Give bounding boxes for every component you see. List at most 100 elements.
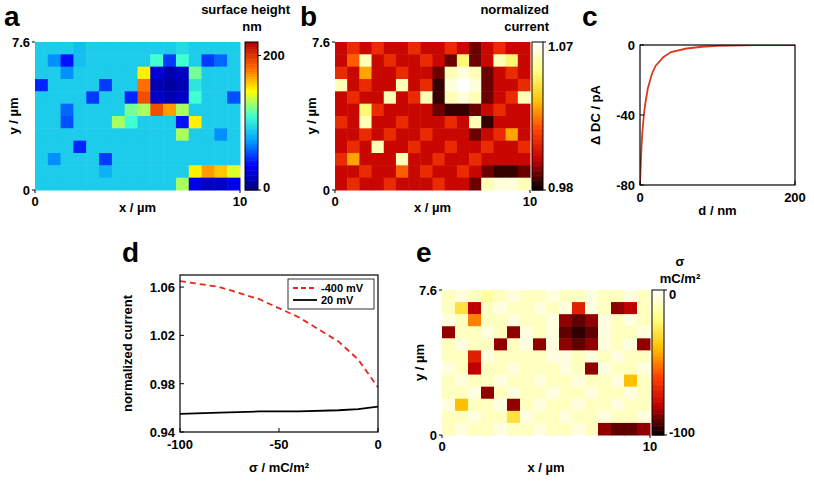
heatmap-cell [455,363,469,376]
heatmap-cell [112,116,125,129]
heatmap-cell [455,350,469,363]
heatmap-cell [99,67,112,80]
heatmap-cell [61,128,74,141]
heatmap-cell [176,153,189,166]
heatmap-cell [112,165,125,178]
heatmap-cell [506,42,519,55]
legend-swatch [293,287,317,289]
y-tick [180,383,184,384]
heatmap-cell [481,423,495,436]
heatmap-cell [335,67,348,80]
heatmap-cell [493,67,506,80]
heatmap-cell [48,54,61,67]
heatmap-cell [585,399,599,412]
x-tick [378,428,379,432]
heatmap-cell [73,42,86,55]
heatmap-cell [585,302,599,315]
heatmap-cell [433,54,446,67]
heatmap-cell [455,338,469,351]
heatmap-cell [347,42,360,55]
heatmap-cell [202,141,215,154]
colorbar-title: surface height [201,2,291,17]
heatmap-cell [518,104,531,117]
heatmap-cell [202,116,215,129]
heatmap-cell [61,67,74,80]
x-tick-label: 10 [643,439,657,454]
heatmap-cell [176,54,189,67]
heatmap-cell [227,128,240,141]
heatmap-cell [372,116,385,129]
heatmap-cell [493,141,506,154]
heatmap-cell [457,91,470,104]
heatmap-cell [408,178,421,191]
heatmap-cell [469,104,482,117]
heatmap-cell [86,104,99,117]
heatmap-cell [455,387,469,400]
heatmap-cell [176,91,189,104]
heatmap-cell [585,338,599,351]
heatmap-cell [520,350,534,363]
heatmap-cell [48,104,61,117]
heatmap-cell [214,128,227,141]
heatmap-cell [372,128,385,141]
heatmap-cell [494,363,508,376]
y-tick-label: -40 [616,108,635,123]
heatmap-cell [507,338,521,351]
heatmap-cell [420,128,433,141]
heatmap-cell [86,91,99,104]
heatmap-cell [99,104,112,117]
y-tick [332,42,335,43]
heatmap-cell [48,178,61,191]
heatmap-cell [598,338,612,351]
heatmap-cell [189,153,202,166]
series-line [180,407,378,414]
heatmap-cell [637,423,651,436]
heatmap-cell [214,178,227,191]
heatmap-cell [420,141,433,154]
heatmap-cell [637,399,651,412]
heatmap-cell [494,338,508,351]
heatmap-cell [214,42,227,55]
heatmap [442,290,651,436]
heatmap-cell [347,91,360,104]
heatmap-cell [372,153,385,166]
heatmap-cell [408,141,421,154]
heatmap-cell [372,104,385,117]
heatmap-cell [150,153,163,166]
heatmap [35,42,241,191]
heatmap-cell [396,67,409,80]
heatmap-cell [163,116,176,129]
heatmap-cell [442,387,456,400]
heatmap-cell [585,290,599,303]
heatmap-cell [572,326,586,339]
heatmap-cell [637,363,651,376]
x-tick [279,428,280,432]
heatmap-cell [396,54,409,67]
heatmap-cell [48,141,61,154]
heatmap-cell [35,128,48,141]
heatmap-cell [559,375,573,388]
heatmap-cell [468,411,482,424]
heatmap-cell [150,91,163,104]
heatmap-cell [481,67,494,80]
y-axis-title: Δ DC / pA [588,84,603,145]
heatmap-cell [420,104,433,117]
panel-letter: b [300,1,317,32]
heatmap-cell [214,104,227,117]
x-axis-title: d / nm [698,203,736,218]
heatmap-cell [138,67,151,80]
heatmap-cell [493,104,506,117]
heatmap-cell [150,141,163,154]
plot-frame [180,275,378,432]
heatmap-cell [469,153,482,166]
x-tick-label: 0 [374,437,381,452]
heatmap-cell [518,67,531,80]
heatmap-cell [138,79,151,92]
heatmap-cell [227,165,240,178]
heatmap-cell [559,411,573,424]
heatmap-cell [507,423,521,436]
heatmap-cell [481,116,494,129]
heatmap-cell [507,302,521,315]
heatmap-cell [481,326,495,339]
heatmap-cell [347,128,360,141]
